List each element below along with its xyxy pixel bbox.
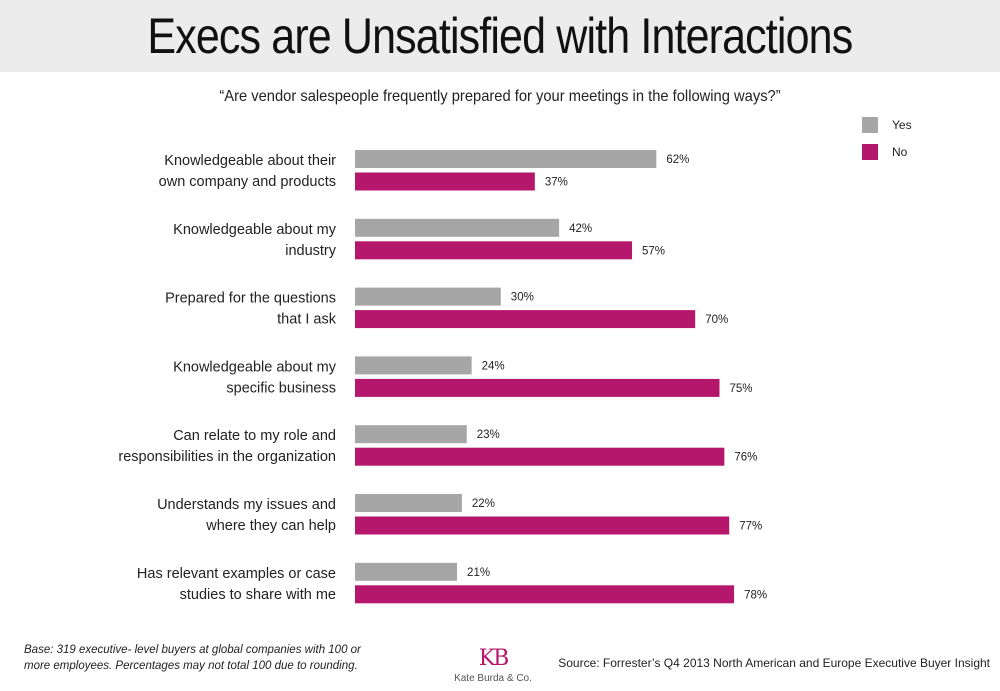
title-band: Execs are Unsatisfied with Interactions [0,0,1000,72]
data-label-yes: 22% [472,498,495,510]
category-label-line: where they can help [205,518,336,534]
category-label-line: Prepared for the questions [165,291,336,307]
data-label-no: 78% [744,589,767,601]
category-label: Can relate to my role and responsibilitie… [118,428,336,465]
footnote: Base: 319 executive- level buyers at glo… [24,644,361,672]
chart-subtitle: “Are vendor salespeople frequently prepa… [219,88,781,105]
category-label: Prepared for the questions that I ask [165,291,337,328]
category-label-line: responsibilities in the organization [118,449,336,465]
category-label-line: studies to share with me [180,587,336,603]
data-label-yes: 23% [477,429,500,441]
category-label-line: industry [285,243,337,259]
category-label: Knowledgeable about their own company and… [159,153,336,190]
category-label-line: Understands my issues and [157,497,336,513]
category-label-line: Knowledgeable about my [173,222,337,238]
legend-swatch-yes [862,117,878,133]
category-label-line: Can relate to my role and [173,428,336,444]
chart-title: Execs are Unsatisfied with Interactions [147,8,854,64]
category-label-line: Knowledgeable about their [164,153,336,169]
data-label-no: 75% [730,383,753,395]
bar-no [355,585,735,604]
category-label-line: that I ask [277,312,337,328]
legend-label-yes: Yes [892,118,912,132]
category-label-line: Knowledgeable about my [173,359,337,375]
data-label-yes: 21% [467,567,490,579]
legend-swatch-no [862,144,878,160]
category-label: Knowledgeable about my industry [173,222,337,259]
category-label-line: Has relevant examples or case [137,566,336,582]
bar-no [355,310,696,329]
legend-item-no: No [862,140,912,164]
legend: Yes No [862,113,912,167]
data-label-no: 76% [734,452,757,464]
data-label-no: 70% [705,314,728,326]
company-logo: KB Kate Burda & Co. [443,646,543,684]
data-label-no: 57% [642,245,665,257]
bar-yes [355,150,657,168]
bar-yes [355,356,472,375]
category-label: Knowledgeable about my specific business [173,359,337,396]
data-label-yes: 24% [482,360,505,372]
bar-no [355,241,633,260]
legend-label-no: No [892,145,908,159]
data-label-yes: 62% [666,154,689,166]
category-label: Has relevant examples or case studies to … [137,566,336,603]
bar-yes [355,425,467,444]
source-note: Source: Forrester’s Q4 2013 North Americ… [558,656,990,670]
bar-no [355,172,535,191]
data-label-no: 37% [545,177,568,189]
category-label-line: own company and products [159,174,336,190]
data-label-no: 77% [739,521,762,533]
logo-mark: KB [478,646,510,671]
legend-item-yes: Yes [862,113,912,137]
bar-no [355,378,720,397]
data-label-yes: 30% [511,292,534,304]
logo-name: Kate Burda & Co. [454,673,532,684]
bar-no [355,447,725,466]
category-label-line: specific business [226,380,336,396]
bar-yes [355,218,560,237]
bar-yes [355,494,462,512]
bar-yes [355,287,501,306]
data-label-yes: 42% [569,223,592,235]
bar-yes [355,562,458,581]
category-label: Understands my issues and where they can … [157,497,336,534]
bar-no [355,516,730,535]
